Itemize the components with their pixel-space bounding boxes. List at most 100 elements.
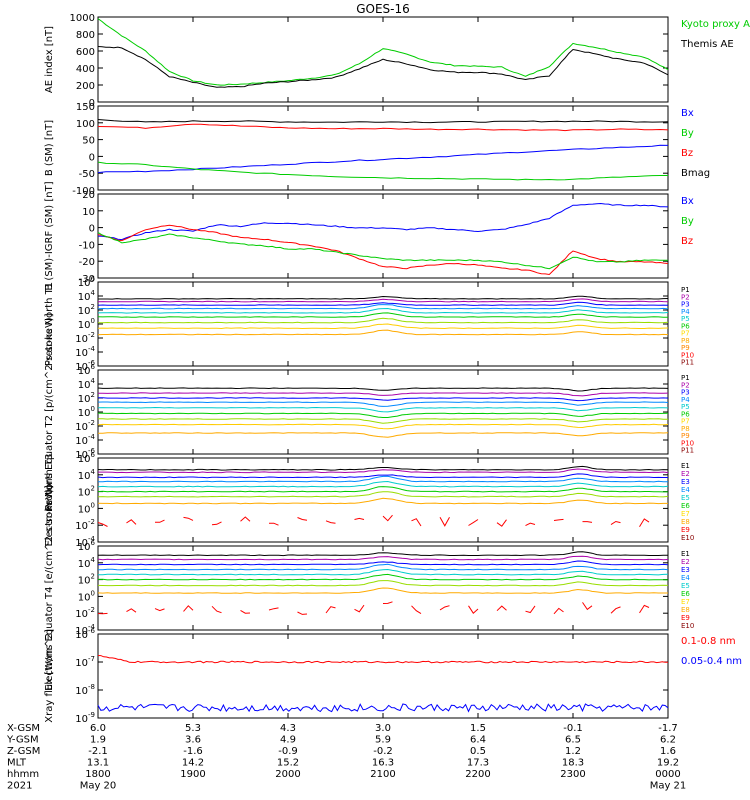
legend-entry: E8 — [681, 518, 690, 526]
y-tick-label: 104 — [78, 289, 96, 303]
y-tick-label: 10-4 — [75, 345, 95, 359]
legend-entry: P3 — [681, 301, 690, 309]
y-tick-exponent: 4 — [91, 556, 96, 564]
legend-entry: E9 — [681, 614, 690, 622]
series-line — [97, 161, 668, 181]
series-line — [97, 301, 669, 306]
y-axis-label: AE index [nT] — [44, 26, 55, 93]
legend-entry: E5 — [681, 582, 690, 590]
legend-entry: P8 — [681, 425, 690, 433]
x-axis-value: -0.1 — [563, 723, 583, 734]
x-axis-table: X-GSM 6.0 5.3 4.3 3.0 1.5 -0.1 -1.7 Y-GSM 1.9 3.6 4… — [6, 723, 686, 792]
series-fragment — [325, 606, 336, 614]
legend-entry: P1 — [681, 286, 690, 294]
series-fragment — [439, 516, 450, 527]
legend-entry: Kyoto proxy AE — [681, 19, 750, 30]
y-tick-label: 100 — [78, 405, 95, 419]
series-line — [98, 475, 669, 483]
legend-entry: P4 — [681, 308, 690, 316]
x-axis-value: May 20 — [80, 781, 117, 792]
x-axis-value: 0000 — [655, 769, 680, 780]
y-tick-exponent: 4 — [91, 377, 96, 385]
legend-entry: E6 — [681, 502, 690, 510]
series-fragment — [183, 605, 194, 612]
series-fragment — [639, 518, 650, 528]
y-tick-label: 10-2 — [75, 331, 95, 345]
series-line — [97, 18, 669, 86]
series-fragment — [297, 517, 308, 521]
y-tick-exponent: 0 — [91, 501, 95, 509]
legend-entry: P3 — [681, 389, 690, 397]
legend-entry: E4 — [681, 486, 690, 494]
y-tick-label: 100 — [78, 317, 95, 331]
series-fragment — [268, 607, 279, 611]
y-tick-label: 600 — [76, 47, 95, 58]
x-axis-value: 1.2 — [565, 746, 581, 757]
y-axis-label: Electrons North T3 — [44, 453, 55, 546]
y-tick-exponent: 6 — [91, 539, 96, 547]
chart-panel-1: 1000 800 600 400 200 0 AE index [nT] Kyoto prox… — [44, 13, 750, 109]
series-line — [98, 418, 668, 424]
series-fragment — [126, 608, 137, 613]
legend-entry: E9 — [681, 526, 690, 534]
series-line — [97, 119, 669, 124]
y-tick-label: 10-7 — [75, 655, 95, 669]
x-axis-value: -0.9 — [278, 746, 298, 757]
x-axis-value: 4.9 — [280, 735, 296, 746]
series-fragment — [496, 605, 507, 612]
y-axis-label: Electrons Equator T4 [e/(cm^2-s-sr-keV)] — [44, 485, 55, 691]
panel-frame — [97, 633, 669, 719]
x-axis-value: 2000 — [275, 769, 300, 780]
legend-entry: Bx — [681, 108, 694, 119]
y-tick-exponent: -7 — [88, 655, 95, 663]
y-tick-label: 10-2 — [75, 606, 95, 620]
x-axis-value: 13.1 — [87, 758, 109, 769]
y-tick-label: 10-8 — [75, 683, 95, 697]
chart-panel-3: 20 10 0 -10 -20 -30 B (SM)-IGRF (SM) [nT] Bx By B… — [44, 181, 694, 290]
x-axis-row-label: hhmm — [7, 769, 39, 780]
series-line — [97, 323, 669, 330]
x-axis-value: 17.3 — [467, 758, 489, 769]
x-axis-value: 4.3 — [280, 723, 296, 734]
y-axis-label: Xray flux [W/m^2] — [44, 629, 55, 723]
y-tick-exponent: 2 — [91, 391, 95, 399]
x-axis-value: 19.2 — [657, 758, 679, 769]
y-tick-exponent: 0 — [91, 589, 95, 597]
series-fragment — [496, 519, 507, 527]
series-line — [98, 468, 669, 474]
y-tick-label: 104 — [78, 468, 96, 482]
y-tick-label: 0 — [89, 224, 95, 235]
x-axis-value: 0.5 — [470, 746, 486, 757]
y-tick-label: 106 — [78, 363, 96, 377]
series-fragment — [211, 521, 222, 526]
y-tick-label: -50 — [79, 169, 95, 180]
series-fragment — [325, 520, 336, 524]
y-tick-label: 106 — [78, 539, 96, 553]
series-line — [97, 123, 669, 132]
x-axis-value: -1.7 — [658, 723, 678, 734]
series-line — [97, 224, 669, 276]
y-tick-label: -100 — [72, 186, 95, 197]
y-tick-exponent: 6 — [91, 363, 96, 371]
y-tick-exponent: -4 — [88, 623, 96, 631]
x-axis-value: -1.6 — [183, 746, 203, 757]
x-axis-value: 1800 — [85, 769, 110, 780]
y-tick-exponent: 0 — [91, 405, 95, 413]
series-fragment — [610, 606, 621, 614]
series-line — [98, 397, 669, 402]
series-fragment — [468, 519, 479, 526]
x-axis-value: May 21 — [650, 781, 687, 792]
series-fragment — [610, 520, 621, 526]
series-fragment — [553, 518, 564, 521]
x-axis-value: 6.5 — [565, 735, 581, 746]
legend-entry: E2 — [681, 558, 690, 566]
legend-entry: By — [681, 128, 694, 139]
y-tick-label: 106 — [78, 275, 96, 289]
legend-entry: E8 — [681, 606, 690, 614]
y-tick-label: 102 — [78, 485, 95, 499]
legend-entry: E10 — [681, 622, 694, 630]
series-fragment — [525, 605, 536, 614]
series-line — [97, 560, 669, 566]
